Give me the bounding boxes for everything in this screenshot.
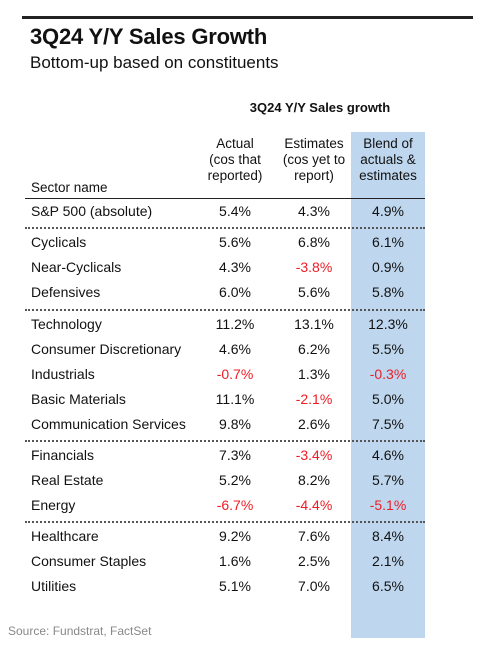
page-title: 3Q24 Y/Y Sales Growth: [30, 24, 268, 49]
blend-cell: 5.8%: [372, 284, 404, 300]
table-title: 3Q24 Y/Y Sales growth: [249, 100, 391, 115]
blend-cell: 7.5%: [372, 416, 404, 432]
table-row: Near-Cyclicals 4.3% -3.8% 0.9%: [25, 255, 425, 280]
actual-cell: 5.4%: [219, 203, 251, 219]
header-estimates: Estimates (cos yet to report): [282, 136, 346, 183]
blend-column-highlight: [351, 132, 425, 638]
actual-cell: 1.6%: [219, 553, 251, 569]
blend-cell: 12.3%: [368, 316, 408, 332]
blend-cell: 5.0%: [372, 391, 404, 407]
table-row: Energy -6.7% -4.4% -5.1%: [25, 493, 425, 518]
blend-cell: 6.1%: [372, 234, 404, 250]
sector-cell: Consumer Discretionary: [31, 341, 182, 357]
table-row: Cyclicals 5.6% 6.8% 6.1%: [25, 230, 425, 255]
table-row: Consumer Staples 1.6% 2.5% 2.1%: [25, 549, 425, 574]
actual-cell: 4.6%: [219, 341, 251, 357]
estimates-cell: 7.0%: [298, 578, 330, 594]
sector-cell: S&P 500 (absolute): [31, 203, 153, 219]
header-sector: Sector name: [31, 180, 108, 195]
actual-cell: 5.1%: [219, 578, 251, 594]
blend-cell: 4.6%: [372, 447, 404, 463]
actual-cell: 7.3%: [219, 447, 251, 463]
sector-cell: Near-Cyclicals: [31, 259, 122, 275]
table-row: Technology 11.2% 13.1% 12.3%: [25, 312, 425, 337]
actual-cell: 11.1%: [215, 391, 255, 407]
header-rule: [25, 198, 425, 199]
estimates-cell: 2.5%: [298, 553, 330, 569]
sector-cell: Utilities: [31, 578, 77, 594]
actual-cell: -6.7%: [216, 497, 254, 513]
blend-cell: -5.1%: [369, 497, 407, 513]
blend-cell: -0.3%: [369, 366, 407, 382]
sales-growth-table: 3Q24 Y/Y Sales growth Sector name Actual…: [25, 92, 467, 638]
blend-cell: 5.7%: [372, 472, 404, 488]
estimates-cell: 1.3%: [298, 366, 330, 382]
group-separator: [25, 440, 425, 442]
sector-cell: Defensives: [31, 284, 101, 300]
sector-cell: Cyclicals: [31, 234, 87, 250]
sector-cell: Communication Services: [31, 416, 186, 432]
table-row: Communication Services 9.8% 2.6% 7.5%: [25, 412, 425, 437]
sector-cell: Technology: [31, 316, 102, 332]
sector-cell: Real Estate: [31, 472, 104, 488]
actual-cell: 9.2%: [219, 528, 251, 544]
blend-cell: 0.9%: [372, 259, 404, 275]
table-row: Utilities 5.1% 7.0% 6.5%: [25, 574, 425, 599]
estimates-cell: 6.8%: [298, 234, 330, 250]
blend-cell: 6.5%: [372, 578, 404, 594]
table-row: Financials 7.3% -3.4% 4.6%: [25, 443, 425, 468]
table-row: Healthcare 9.2% 7.6% 8.4%: [25, 524, 425, 549]
actual-cell: 11.2%: [215, 316, 255, 332]
actual-cell: 4.3%: [219, 259, 251, 275]
actual-cell: 5.2%: [219, 472, 251, 488]
estimates-cell: 2.6%: [298, 416, 330, 432]
estimates-cell: 6.2%: [298, 341, 330, 357]
sector-cell: Industrials: [31, 366, 95, 382]
actual-cell: 5.6%: [219, 234, 251, 250]
actual-cell: -0.7%: [216, 366, 254, 382]
header-actual: Actual (cos that reported): [207, 136, 263, 183]
actual-cell: 9.8%: [219, 416, 251, 432]
header-blend: Blend of actuals & estimates: [359, 136, 417, 183]
estimates-cell: 5.6%: [298, 284, 330, 300]
table-row: Consumer Discretionary 4.6% 6.2% 5.5%: [25, 337, 425, 362]
group-separator: [25, 521, 425, 523]
table-row: Basic Materials 11.1% -2.1% 5.0%: [25, 387, 425, 412]
blend-cell: 8.4%: [372, 528, 404, 544]
table-row: Defensives 6.0% 5.6% 5.8%: [25, 280, 425, 305]
blend-cell: 2.1%: [372, 553, 404, 569]
top-rule: [22, 16, 473, 19]
estimates-cell: 8.2%: [298, 472, 330, 488]
estimates-cell: 13.1%: [294, 316, 334, 332]
sector-cell: Energy: [31, 497, 76, 513]
actual-cell: 6.0%: [219, 284, 251, 300]
table-row: Real Estate 5.2% 8.2% 5.7%: [25, 468, 425, 493]
sector-cell: Consumer Staples: [31, 553, 147, 569]
table-row: Industrials -0.7% 1.3% -0.3%: [25, 362, 425, 387]
blend-cell: 5.5%: [372, 341, 404, 357]
group-separator: [25, 309, 425, 311]
blend-cell: 4.9%: [372, 203, 404, 219]
estimates-cell: -3.4%: [295, 447, 333, 463]
sector-cell: Basic Materials: [31, 391, 126, 407]
estimates-cell: 7.6%: [298, 528, 330, 544]
estimates-cell: -4.4%: [295, 497, 333, 513]
table-row: S&P 500 (absolute) 5.4% 4.3% 4.9%: [25, 199, 425, 224]
estimates-cell: 4.3%: [298, 203, 330, 219]
estimates-cell: -3.8%: [295, 259, 333, 275]
group-separator: [25, 227, 425, 229]
sector-cell: Financials: [31, 447, 95, 463]
sector-cell: Healthcare: [31, 528, 99, 544]
page-subtitle: Bottom-up based on constituents: [30, 53, 279, 72]
estimates-cell: -2.1%: [295, 391, 333, 407]
source-note: Source: Fundstrat, FactSet: [8, 624, 152, 638]
